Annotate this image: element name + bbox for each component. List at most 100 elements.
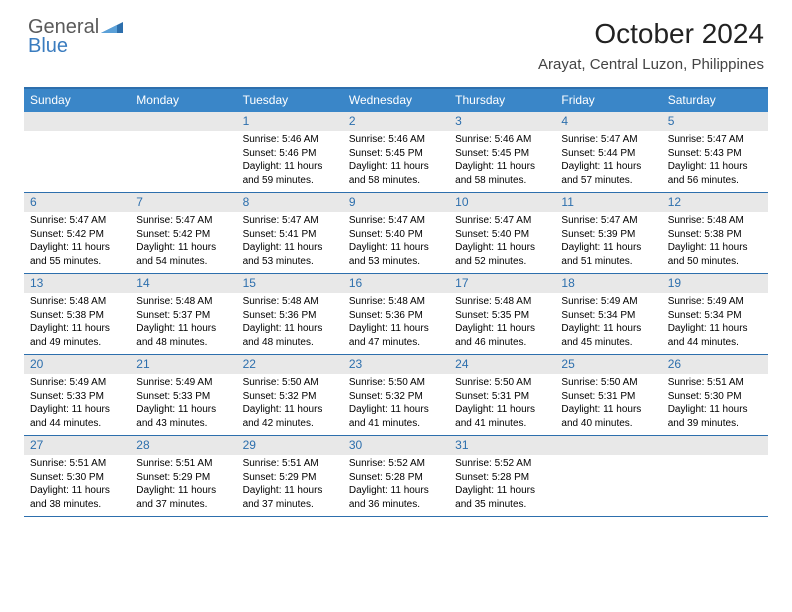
sunset-text: Sunset: 5:32 PM (243, 390, 337, 404)
day-cell: 13Sunrise: 5:48 AMSunset: 5:38 PMDayligh… (24, 274, 130, 354)
sunset-text: Sunset: 5:37 PM (136, 309, 230, 323)
day-cell: . (555, 436, 661, 516)
daylight-text-2: and 53 minutes. (349, 255, 443, 269)
day-number: 30 (343, 436, 449, 455)
sunset-text: Sunset: 5:38 PM (30, 309, 124, 323)
daylight-text-1: Daylight: 11 hours (455, 241, 549, 255)
sunrise-text: Sunrise: 5:52 AM (349, 457, 443, 471)
daylight-text-2: and 35 minutes. (455, 498, 549, 512)
day-details: Sunrise: 5:51 AMSunset: 5:30 PMDaylight:… (662, 374, 768, 434)
day-cell: 15Sunrise: 5:48 AMSunset: 5:36 PMDayligh… (237, 274, 343, 354)
day-number: 8 (237, 193, 343, 212)
daylight-text-2: and 42 minutes. (243, 417, 337, 431)
daylight-text-2: and 48 minutes. (136, 336, 230, 350)
day-number: 6 (24, 193, 130, 212)
day-details: Sunrise: 5:48 AMSunset: 5:38 PMDaylight:… (24, 293, 130, 353)
day-number-empty: . (24, 112, 130, 131)
day-details: Sunrise: 5:47 AMSunset: 5:41 PMDaylight:… (237, 212, 343, 272)
day-cell: 24Sunrise: 5:50 AMSunset: 5:31 PMDayligh… (449, 355, 555, 435)
sunrise-text: Sunrise: 5:46 AM (455, 133, 549, 147)
day-number: 1 (237, 112, 343, 131)
day-details: Sunrise: 5:50 AMSunset: 5:32 PMDaylight:… (343, 374, 449, 434)
sunset-text: Sunset: 5:33 PM (30, 390, 124, 404)
daylight-text-1: Daylight: 11 hours (561, 403, 655, 417)
sunset-text: Sunset: 5:34 PM (561, 309, 655, 323)
sunset-text: Sunset: 5:36 PM (349, 309, 443, 323)
day-cell: 19Sunrise: 5:49 AMSunset: 5:34 PMDayligh… (662, 274, 768, 354)
day-number-empty: . (555, 436, 661, 455)
sunrise-text: Sunrise: 5:46 AM (349, 133, 443, 147)
daylight-text-2: and 39 minutes. (668, 417, 762, 431)
day-cell: . (24, 112, 130, 192)
day-details: Sunrise: 5:47 AMSunset: 5:42 PMDaylight:… (24, 212, 130, 272)
sunrise-text: Sunrise: 5:48 AM (30, 295, 124, 309)
day-number: 27 (24, 436, 130, 455)
daylight-text-1: Daylight: 11 hours (349, 322, 443, 336)
sunset-text: Sunset: 5:29 PM (243, 471, 337, 485)
sunrise-text: Sunrise: 5:50 AM (561, 376, 655, 390)
day-details: Sunrise: 5:46 AMSunset: 5:45 PMDaylight:… (449, 131, 555, 191)
day-details: Sunrise: 5:52 AMSunset: 5:28 PMDaylight:… (343, 455, 449, 515)
sunrise-text: Sunrise: 5:47 AM (136, 214, 230, 228)
sunset-text: Sunset: 5:44 PM (561, 147, 655, 161)
daylight-text-1: Daylight: 11 hours (349, 484, 443, 498)
daylight-text-2: and 50 minutes. (668, 255, 762, 269)
sunrise-text: Sunrise: 5:50 AM (243, 376, 337, 390)
week-row: 20Sunrise: 5:49 AMSunset: 5:33 PMDayligh… (24, 355, 768, 436)
daylight-text-1: Daylight: 11 hours (455, 322, 549, 336)
day-cell: 31Sunrise: 5:52 AMSunset: 5:28 PMDayligh… (449, 436, 555, 516)
day-cell: 17Sunrise: 5:48 AMSunset: 5:35 PMDayligh… (449, 274, 555, 354)
dow-fri: Friday (555, 89, 661, 112)
daylight-text-1: Daylight: 11 hours (243, 241, 337, 255)
sunrise-text: Sunrise: 5:51 AM (668, 376, 762, 390)
header: General Blue October 2024 Arayat, Centra… (0, 0, 792, 77)
sunset-text: Sunset: 5:40 PM (349, 228, 443, 242)
day-cell: . (130, 112, 236, 192)
day-cell: 5Sunrise: 5:47 AMSunset: 5:43 PMDaylight… (662, 112, 768, 192)
sunrise-text: Sunrise: 5:50 AM (455, 376, 549, 390)
day-cell: 21Sunrise: 5:49 AMSunset: 5:33 PMDayligh… (130, 355, 236, 435)
daylight-text-1: Daylight: 11 hours (561, 241, 655, 255)
day-cell: 26Sunrise: 5:51 AMSunset: 5:30 PMDayligh… (662, 355, 768, 435)
day-details: Sunrise: 5:46 AMSunset: 5:46 PMDaylight:… (237, 131, 343, 191)
sunrise-text: Sunrise: 5:49 AM (668, 295, 762, 309)
sunrise-text: Sunrise: 5:48 AM (243, 295, 337, 309)
day-number: 15 (237, 274, 343, 293)
logo-text: General Blue (28, 18, 123, 56)
daylight-text-2: and 54 minutes. (136, 255, 230, 269)
day-details: Sunrise: 5:47 AMSunset: 5:39 PMDaylight:… (555, 212, 661, 272)
day-cell: 23Sunrise: 5:50 AMSunset: 5:32 PMDayligh… (343, 355, 449, 435)
sunrise-text: Sunrise: 5:47 AM (243, 214, 337, 228)
location: Arayat, Central Luzon, Philippines (538, 56, 764, 73)
daylight-text-2: and 47 minutes. (349, 336, 443, 350)
day-number: 22 (237, 355, 343, 374)
title-block: October 2024 Arayat, Central Luzon, Phil… (538, 18, 764, 73)
day-number: 17 (449, 274, 555, 293)
day-cell: 29Sunrise: 5:51 AMSunset: 5:29 PMDayligh… (237, 436, 343, 516)
daylight-text-1: Daylight: 11 hours (561, 160, 655, 174)
week-row: ..1Sunrise: 5:46 AMSunset: 5:46 PMDaylig… (24, 112, 768, 193)
daylight-text-1: Daylight: 11 hours (349, 160, 443, 174)
sunrise-text: Sunrise: 5:47 AM (30, 214, 124, 228)
day-cell: 22Sunrise: 5:50 AMSunset: 5:32 PMDayligh… (237, 355, 343, 435)
day-cell: 4Sunrise: 5:47 AMSunset: 5:44 PMDaylight… (555, 112, 661, 192)
day-number: 31 (449, 436, 555, 455)
daylight-text-2: and 43 minutes. (136, 417, 230, 431)
day-details: Sunrise: 5:51 AMSunset: 5:30 PMDaylight:… (24, 455, 130, 515)
sunset-text: Sunset: 5:36 PM (243, 309, 337, 323)
sunrise-text: Sunrise: 5:52 AM (455, 457, 549, 471)
daylight-text-2: and 55 minutes. (30, 255, 124, 269)
dow-sun: Sunday (24, 89, 130, 112)
daylight-text-1: Daylight: 11 hours (455, 403, 549, 417)
day-number: 21 (130, 355, 236, 374)
sunset-text: Sunset: 5:35 PM (455, 309, 549, 323)
daylight-text-2: and 37 minutes. (136, 498, 230, 512)
sunrise-text: Sunrise: 5:49 AM (561, 295, 655, 309)
day-cell: 1Sunrise: 5:46 AMSunset: 5:46 PMDaylight… (237, 112, 343, 192)
sunset-text: Sunset: 5:38 PM (668, 228, 762, 242)
sunrise-text: Sunrise: 5:51 AM (243, 457, 337, 471)
daylight-text-1: Daylight: 11 hours (30, 241, 124, 255)
day-details: Sunrise: 5:51 AMSunset: 5:29 PMDaylight:… (237, 455, 343, 515)
sunset-text: Sunset: 5:45 PM (349, 147, 443, 161)
sunrise-text: Sunrise: 5:47 AM (668, 133, 762, 147)
